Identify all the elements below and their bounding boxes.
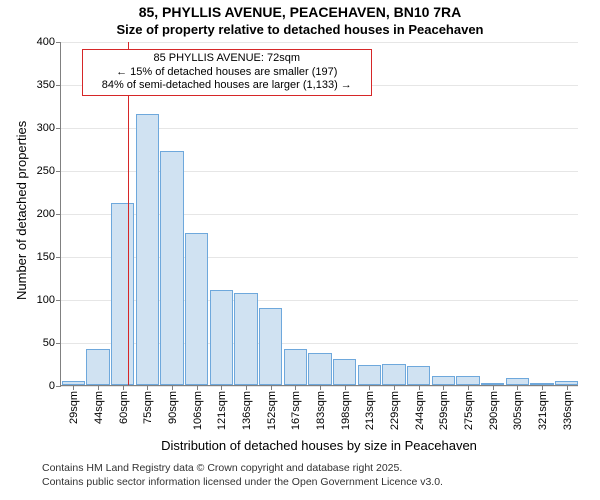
bar: [160, 151, 183, 385]
x-tick-label: 90sqm: [165, 391, 179, 424]
x-tick-label: 321sqm: [535, 391, 549, 430]
bar: [234, 293, 257, 385]
x-tick: [369, 385, 370, 390]
bar: [259, 308, 282, 385]
x-tick: [295, 385, 296, 390]
chart-title-1: 85, PHYLLIS AVENUE, PEACEHAVEN, BN10 7RA: [0, 4, 600, 20]
bar: [284, 349, 307, 385]
x-tick-label: 290sqm: [486, 391, 500, 430]
x-axis-label: Distribution of detached houses by size …: [60, 438, 578, 453]
x-tick-label: 121sqm: [214, 391, 228, 430]
bar: [86, 349, 109, 385]
x-tick-label: 106sqm: [190, 391, 204, 430]
bar: [358, 365, 381, 385]
x-tick: [517, 385, 518, 390]
x-tick: [345, 385, 346, 390]
y-tick-label: 0: [49, 380, 61, 392]
chart-title-2: Size of property relative to detached ho…: [0, 22, 600, 37]
bar: [111, 203, 134, 385]
bar: [185, 233, 208, 385]
x-tick: [394, 385, 395, 390]
gridline: [61, 42, 578, 43]
x-tick: [98, 385, 99, 390]
x-tick: [542, 385, 543, 390]
plot-area: 05010015020025030035040029sqm44sqm60sqm7…: [60, 42, 578, 386]
x-tick: [443, 385, 444, 390]
y-tick-label: 50: [43, 337, 61, 349]
annotation-line: ← 15% of detached houses are smaller (19…: [87, 66, 367, 80]
x-tick: [73, 385, 74, 390]
y-tick-label: 400: [37, 36, 61, 48]
x-tick: [246, 385, 247, 390]
x-tick-label: 275sqm: [461, 391, 475, 430]
bar: [382, 364, 405, 386]
y-tick-label: 100: [37, 294, 61, 306]
annotation-line: 84% of semi-detached houses are larger (…: [87, 79, 367, 93]
bar: [407, 366, 430, 385]
x-tick: [123, 385, 124, 390]
bar: [308, 353, 331, 385]
x-tick-label: 75sqm: [140, 391, 154, 424]
x-tick-label: 136sqm: [239, 391, 253, 430]
x-tick: [419, 385, 420, 390]
x-tick: [567, 385, 568, 390]
footer-line-2: Contains public sector information licen…: [42, 476, 443, 490]
y-axis-label: Number of detached properties: [14, 121, 29, 300]
bar: [210, 290, 233, 385]
x-tick-label: 244sqm: [412, 391, 426, 430]
x-tick: [172, 385, 173, 390]
x-tick: [468, 385, 469, 390]
y-tick-label: 150: [37, 251, 61, 263]
x-tick: [320, 385, 321, 390]
x-tick: [271, 385, 272, 390]
annotation-line: 85 PHYLLIS AVENUE: 72sqm: [87, 52, 367, 66]
x-tick: [147, 385, 148, 390]
y-tick-label: 200: [37, 208, 61, 220]
x-tick-label: 183sqm: [313, 391, 327, 430]
x-tick: [221, 385, 222, 390]
x-tick: [493, 385, 494, 390]
x-tick-label: 167sqm: [288, 391, 302, 430]
x-tick-label: 44sqm: [91, 391, 105, 424]
y-tick-label: 300: [37, 122, 61, 134]
x-tick-label: 259sqm: [436, 391, 450, 430]
x-tick: [197, 385, 198, 390]
bar: [456, 376, 479, 385]
x-tick-label: 198sqm: [338, 391, 352, 430]
x-tick-label: 29sqm: [66, 391, 80, 424]
annotation-box: 85 PHYLLIS AVENUE: 72sqm← 15% of detache…: [82, 49, 372, 96]
y-tick-label: 250: [37, 165, 61, 177]
footer-text: Contains HM Land Registry data © Crown c…: [42, 462, 443, 489]
x-tick-label: 336sqm: [560, 391, 574, 430]
x-tick-label: 229sqm: [387, 391, 401, 430]
x-tick-label: 152sqm: [264, 391, 278, 430]
chart-container: 85, PHYLLIS AVENUE, PEACEHAVEN, BN10 7RA…: [0, 0, 600, 500]
x-tick-label: 60sqm: [116, 391, 130, 424]
y-tick-label: 350: [37, 79, 61, 91]
bar: [136, 114, 159, 385]
bar: [333, 359, 356, 385]
x-tick-label: 213sqm: [362, 391, 376, 430]
footer-line-1: Contains HM Land Registry data © Crown c…: [42, 462, 443, 476]
x-tick-label: 305sqm: [510, 391, 524, 430]
bar: [432, 376, 455, 385]
bar: [506, 378, 529, 385]
